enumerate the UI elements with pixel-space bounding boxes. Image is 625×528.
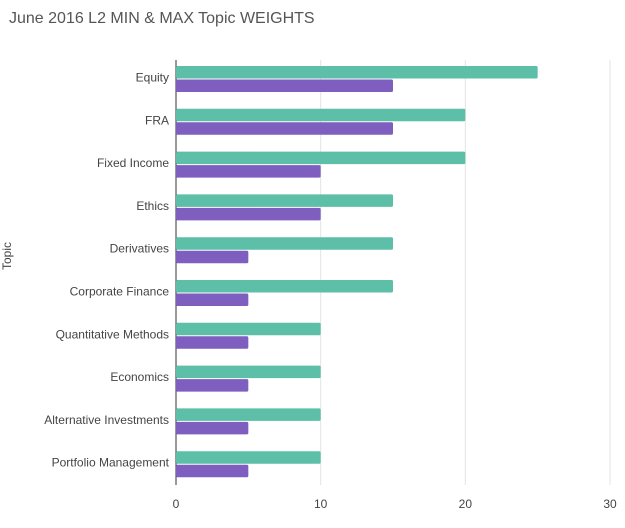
category-label: Corporate Finance: [70, 285, 170, 299]
category-label: Fixed Income: [97, 156, 169, 170]
bar-a-9: [176, 451, 321, 464]
x-tick-labels: 0 10 20 30: [173, 497, 617, 511]
bar-a-7: [176, 365, 321, 379]
category-label: FRA: [145, 113, 169, 127]
bar-a-8: [176, 408, 321, 421]
bar-a-5: [176, 280, 393, 293]
bar-b-6: [176, 336, 249, 349]
bar-b-7: [176, 379, 249, 392]
category-label: Portfolio Management: [52, 456, 170, 470]
bar-b-2: [176, 165, 321, 178]
bar-b-3: [176, 207, 321, 221]
bar-group: [176, 66, 538, 478]
category-label: Ethics: [136, 199, 169, 213]
bar-b-9: [176, 464, 249, 478]
bar-b-0: [176, 79, 393, 92]
bar-b-5: [176, 293, 249, 306]
category-labels: Equity FRA Fixed Income Ethics Derivatives Co…: [44, 71, 169, 470]
category-label: Economics: [110, 370, 169, 384]
bar-a-0: [176, 66, 538, 79]
bar-a-6: [176, 322, 321, 336]
chart-title: June 2016 L2 MIN & MAX Topic WEIGHTS: [9, 10, 315, 27]
x-tick-label: 30: [603, 497, 617, 511]
bar-b-4: [176, 250, 249, 264]
category-label: Alternative Investments: [44, 413, 169, 427]
category-label: Derivatives: [110, 242, 169, 256]
bar-a-4: [176, 237, 393, 250]
bar-b-1: [176, 122, 393, 135]
category-label: Equity: [136, 71, 169, 85]
category-label: Quantitative Methods: [56, 327, 169, 341]
x-tick-label: 20: [459, 497, 473, 511]
bar-b-8: [176, 421, 249, 435]
x-tick-label: 0: [173, 497, 180, 511]
bar-a-3: [176, 194, 393, 207]
x-tick-label: 10: [314, 497, 328, 511]
bar-a-1: [176, 108, 466, 122]
bar-a-2: [176, 151, 466, 165]
